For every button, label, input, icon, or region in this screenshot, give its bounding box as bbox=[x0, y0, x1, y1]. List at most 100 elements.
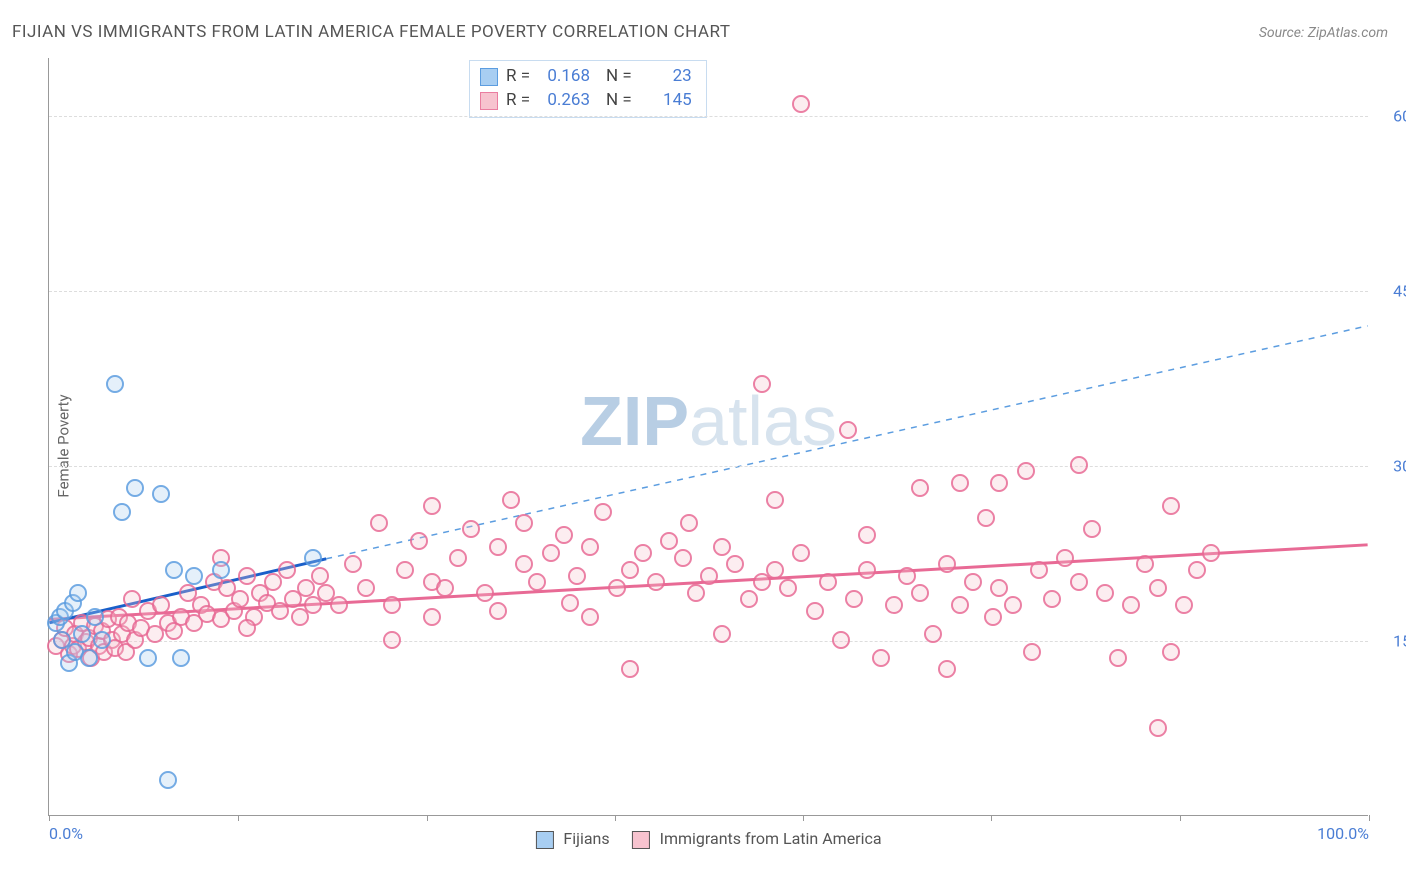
data-point bbox=[1056, 549, 1074, 567]
data-point bbox=[858, 561, 876, 579]
data-point bbox=[984, 608, 1002, 626]
x-tick bbox=[238, 815, 239, 821]
data-point bbox=[1202, 544, 1220, 562]
source-attribution: Source: ZipAtlas.com bbox=[1259, 25, 1388, 41]
legend-item-2: Immigrants from Latin America bbox=[632, 829, 882, 849]
legend-item-1: Fijians bbox=[535, 829, 609, 849]
data-point bbox=[1122, 596, 1140, 614]
data-point bbox=[990, 474, 1008, 492]
data-point bbox=[951, 596, 969, 614]
data-point bbox=[185, 567, 203, 585]
data-point bbox=[231, 590, 249, 608]
data-point bbox=[159, 771, 177, 789]
data-point bbox=[123, 590, 141, 608]
data-point bbox=[1149, 579, 1167, 597]
x-tick bbox=[803, 815, 804, 821]
series2-name: Immigrants from Latin America bbox=[660, 829, 882, 848]
data-point bbox=[680, 514, 698, 532]
data-point bbox=[1070, 456, 1088, 474]
data-point bbox=[687, 584, 705, 602]
data-point bbox=[1070, 573, 1088, 591]
data-point bbox=[726, 555, 744, 573]
data-point bbox=[792, 544, 810, 562]
data-point bbox=[964, 573, 982, 591]
data-point bbox=[93, 631, 111, 649]
trend-line-dashed bbox=[326, 326, 1367, 559]
data-point bbox=[608, 579, 626, 597]
data-point bbox=[489, 538, 507, 556]
x-tick bbox=[991, 815, 992, 821]
data-point bbox=[621, 660, 639, 678]
data-point bbox=[1188, 561, 1206, 579]
data-point bbox=[1004, 596, 1022, 614]
data-point bbox=[528, 573, 546, 591]
data-point bbox=[713, 538, 731, 556]
data-point bbox=[542, 544, 560, 562]
data-point bbox=[753, 375, 771, 393]
data-point bbox=[80, 649, 98, 667]
x-tick-label: 0.0% bbox=[49, 824, 83, 843]
data-point bbox=[911, 479, 929, 497]
data-point bbox=[924, 625, 942, 643]
data-point bbox=[779, 579, 797, 597]
data-point bbox=[660, 532, 678, 550]
data-point bbox=[872, 649, 890, 667]
data-point bbox=[700, 567, 718, 585]
data-point bbox=[911, 584, 929, 602]
data-point bbox=[885, 596, 903, 614]
data-point bbox=[423, 497, 441, 515]
data-point bbox=[515, 514, 533, 532]
data-point bbox=[238, 619, 256, 637]
plot-area: ZIPatlas R = 0.168 N = 23 R = 0.263 N = … bbox=[48, 58, 1368, 816]
data-point bbox=[278, 561, 296, 579]
legend-bottom: Fijians Immigrants from Latin America bbox=[535, 829, 881, 849]
data-point bbox=[383, 631, 401, 649]
data-point bbox=[212, 561, 230, 579]
data-point bbox=[581, 538, 599, 556]
data-point bbox=[304, 549, 322, 567]
data-point bbox=[344, 555, 362, 573]
data-point bbox=[396, 561, 414, 579]
data-point bbox=[740, 590, 758, 608]
data-point bbox=[69, 584, 87, 602]
data-point bbox=[832, 631, 850, 649]
data-point bbox=[238, 567, 256, 585]
data-point bbox=[990, 579, 1008, 597]
trend-lines bbox=[49, 58, 1368, 815]
data-point bbox=[1096, 584, 1114, 602]
data-point bbox=[476, 584, 494, 602]
data-point bbox=[1162, 643, 1180, 661]
data-point bbox=[845, 590, 863, 608]
data-point bbox=[139, 649, 157, 667]
x-tick-label: 100.0% bbox=[1317, 824, 1369, 843]
data-point bbox=[858, 526, 876, 544]
data-point bbox=[1023, 643, 1041, 661]
x-tick bbox=[49, 815, 50, 821]
x-tick bbox=[615, 815, 616, 821]
data-point bbox=[766, 561, 784, 579]
data-point bbox=[73, 625, 91, 643]
data-point bbox=[1175, 596, 1193, 614]
data-point bbox=[806, 602, 824, 620]
data-point bbox=[1149, 719, 1167, 737]
swatch-pink bbox=[632, 831, 650, 849]
y-tick-label: 60.0% bbox=[1376, 107, 1406, 126]
gridline-h bbox=[49, 116, 1368, 117]
x-tick bbox=[427, 815, 428, 821]
series1-name: Fijians bbox=[563, 829, 609, 848]
scatter-chart: FIJIAN VS IMMIGRANTS FROM LATIN AMERICA … bbox=[0, 0, 1406, 892]
data-point bbox=[898, 567, 916, 585]
data-point bbox=[792, 95, 810, 113]
y-tick-label: 15.0% bbox=[1376, 632, 1406, 651]
data-point bbox=[1083, 520, 1101, 538]
data-point bbox=[819, 573, 837, 591]
gridline-h bbox=[49, 466, 1368, 467]
data-point bbox=[647, 573, 665, 591]
data-point bbox=[172, 649, 190, 667]
data-point bbox=[581, 608, 599, 626]
data-point bbox=[152, 485, 170, 503]
gridline-h bbox=[49, 291, 1368, 292]
data-point bbox=[1162, 497, 1180, 515]
data-point bbox=[1109, 649, 1127, 667]
data-point bbox=[515, 555, 533, 573]
